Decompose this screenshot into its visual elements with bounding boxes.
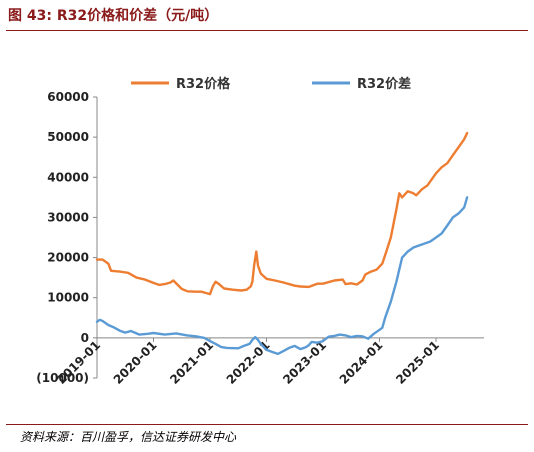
series-line-price [95, 131, 469, 296]
series-line-spread [95, 196, 469, 356]
legend-label: R32价差 [357, 76, 411, 92]
x-tick-label: 2021-01 [167, 338, 216, 387]
source-divider [6, 424, 528, 425]
title-divider [6, 30, 528, 31]
y-tick-label: 10000 [47, 291, 89, 305]
y-tick-label: 30000 [47, 210, 89, 224]
y-tick-label: (10000) [36, 371, 89, 385]
legend-label: R32价格 [176, 76, 231, 92]
y-tick-label: 50000 [47, 130, 89, 144]
y-tick-label: 40000 [47, 170, 89, 184]
source-note: 资料来源：百川盈孚，信达证券研发中心 [20, 430, 237, 444]
x-tick-label: 2024-01 [337, 338, 386, 387]
y-tick-label: 60000 [47, 90, 89, 104]
chart-legend: R32价格 R32价差 [131, 76, 411, 92]
x-tick-label: 2025-01 [393, 338, 442, 387]
x-tick-label: 2020-01 [111, 338, 160, 387]
x-tick-label: 2023-01 [280, 338, 329, 387]
y-tick-label: 20000 [47, 251, 89, 265]
y-tick-label: 0 [81, 331, 89, 345]
series-layer [95, 131, 469, 356]
figure-title: 图 43: R32价格和价差（元/吨） [8, 8, 219, 24]
